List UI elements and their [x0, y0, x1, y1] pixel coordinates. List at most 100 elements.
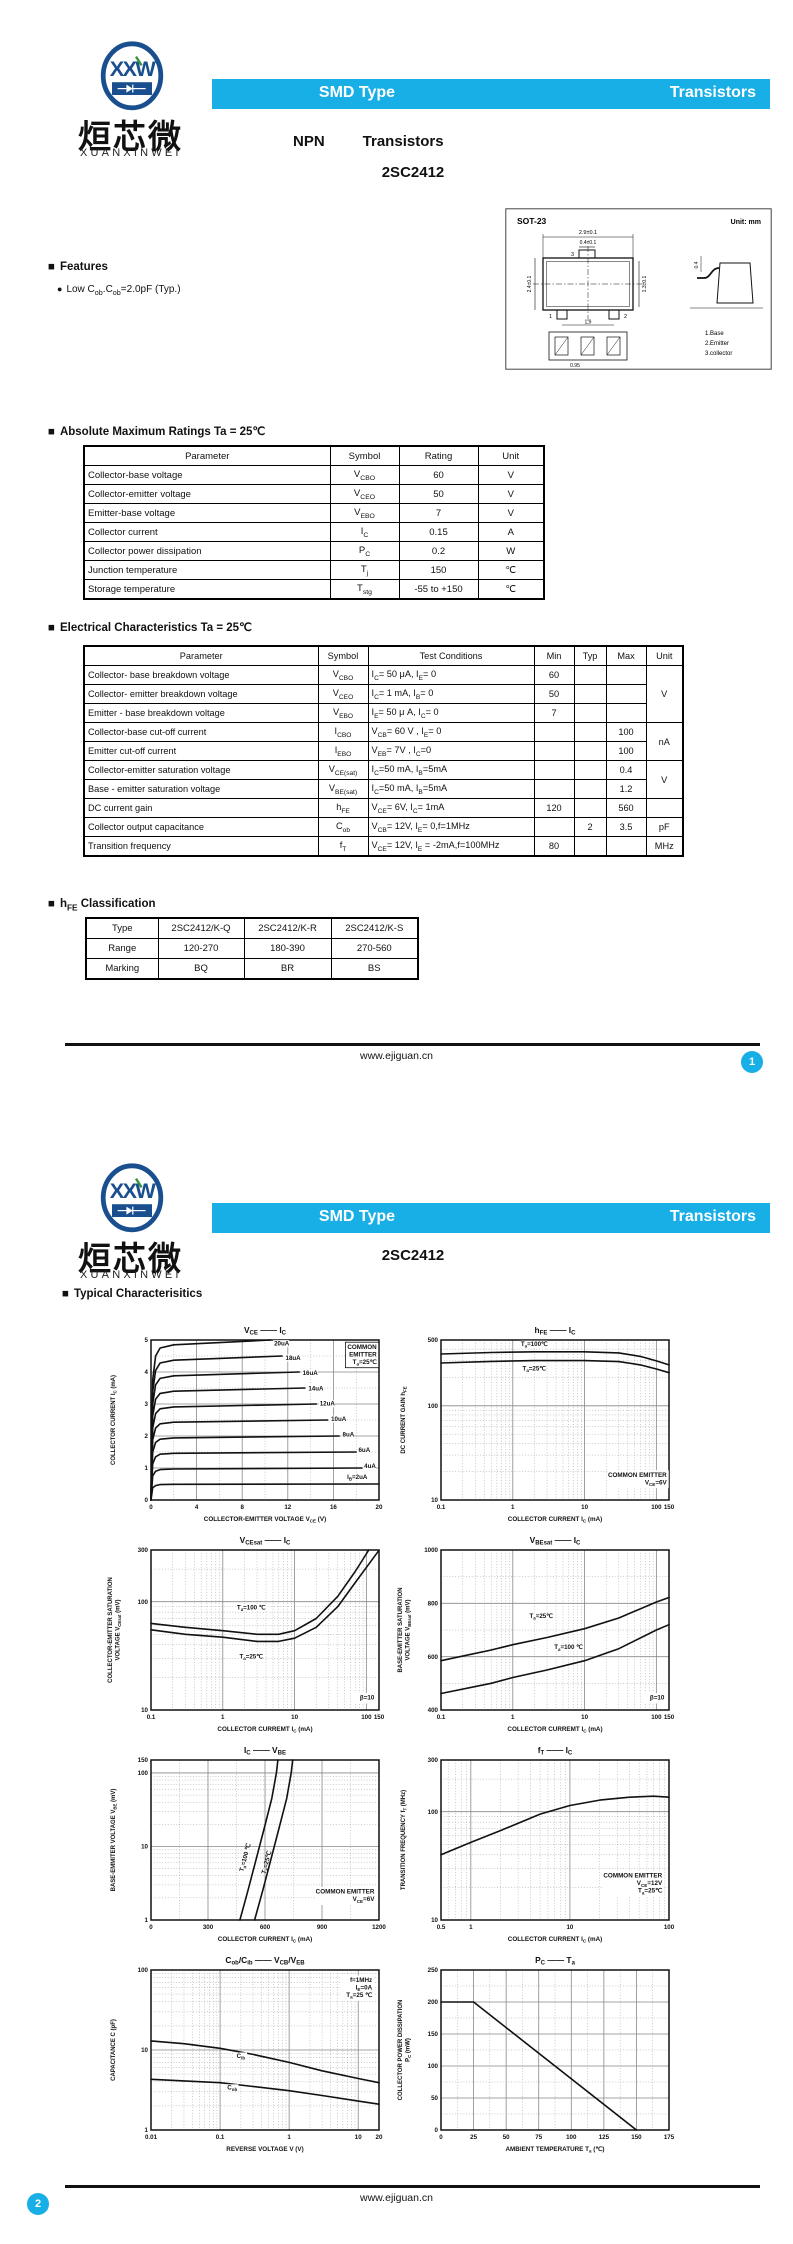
- svg-text:0: 0: [149, 1504, 153, 1511]
- amr-heading: ■ Absolute Maximum Ratings Ta = 25℃: [48, 426, 266, 438]
- chart-curve-ta-25c: [253, 1759, 294, 1921]
- pin-name-base: 1.Base: [705, 331, 724, 337]
- section-marker: ■: [48, 261, 55, 273]
- table-cell: VCEO: [317, 684, 369, 704]
- chart-capacitance: 0.01 0.1 1 10 20 1 10 100 Cob/Cib —— VCB/VEB REVE…: [105, 1952, 395, 2162]
- svg-text:150: 150: [374, 1714, 385, 1721]
- table-cell: 270-560: [330, 938, 419, 959]
- table-cell: 2SC2412/K-S: [330, 917, 419, 939]
- package-name: SOT-23: [517, 216, 547, 226]
- svg-text:β=10: β=10: [360, 1695, 375, 1702]
- svg-text:DC CURRENT GAIN hFE: DC CURRENT GAIN hFE: [401, 1386, 408, 1453]
- svg-text:1: 1: [511, 1714, 515, 1721]
- table-row: Collector current IC 0.15 A: [83, 522, 545, 542]
- svg-text:AMBIENT TEMPERATURE Ta (℃): AMBIENT TEMPERATURE Ta (℃): [505, 2146, 604, 2154]
- table-cell: 50: [398, 484, 479, 504]
- company-logo-icon: XXW: [100, 1163, 164, 1233]
- table-cell: VCBO: [329, 465, 400, 485]
- svg-text:COLLECTOR CURRENT IC (mA): COLLECTOR CURRENT IC (mA): [508, 1936, 602, 1944]
- company-name-en: XUANXINWEI: [80, 1269, 182, 1281]
- table-cell: V: [645, 760, 684, 799]
- svg-text:10: 10: [581, 1714, 588, 1721]
- svg-text:6uA: 6uA: [358, 1447, 370, 1454]
- package-unit: Unit: mm: [731, 219, 761, 226]
- table-cell: Collector current: [83, 522, 331, 542]
- table-row: Range 120-270 180-390 270-560: [85, 938, 419, 959]
- table-cell: [573, 741, 607, 761]
- chart-curve-pc: [440, 2001, 638, 2131]
- svg-text:0: 0: [145, 1497, 149, 1504]
- svg-text:IB=2uA: IB=2uA: [347, 1474, 368, 1482]
- svg-text:100: 100: [138, 1770, 149, 1777]
- table-cell: VCB= 12V, IE= 0,f=1MHz: [367, 817, 535, 837]
- table-row: Collector-base cut-off current ICBO VCB= 6…: [83, 722, 684, 761]
- chart-curve-ta-100c: [239, 1759, 279, 1921]
- table-cell: 60: [533, 665, 575, 685]
- svg-text:f=1MHz: f=1MHz: [350, 1977, 372, 1984]
- svg-text:300: 300: [428, 1757, 439, 1764]
- svg-text:0.1: 0.1: [216, 2134, 225, 2141]
- table-cell: -55 to +150: [398, 579, 479, 600]
- svg-text:Ta=25℃: Ta=25℃: [239, 1653, 263, 1661]
- chart-curve-ta-25c: [440, 1596, 670, 1662]
- logo-block: XXW 烜芯微 XUANXINWEI: [78, 1162, 208, 1292]
- banner-transistors: Transistors: [669, 84, 756, 101]
- table-cell: [573, 684, 607, 704]
- table-cell: Collector-base voltage: [83, 465, 331, 485]
- svg-text:COLLECTOR-EMITTER SATURATION: COLLECTOR-EMITTER SATURATION: [108, 1577, 114, 1683]
- svg-text:4: 4: [145, 1369, 149, 1376]
- svg-text:20: 20: [376, 1504, 383, 1511]
- table-cell: V: [645, 665, 684, 723]
- device-family: Transistors: [362, 133, 444, 150]
- table-cell: [533, 817, 575, 837]
- chart-transition-frequency: 0.5 1 10 100 10 100 300 fT —— IC COLLECTOR CURRE…: [395, 1742, 685, 1952]
- svg-text:PC (mW): PC (mW): [406, 2038, 413, 2062]
- table-cell: IC: [329, 522, 400, 542]
- svg-text:0.1: 0.1: [437, 1504, 446, 1511]
- table-cell: Unit: [645, 645, 684, 666]
- pin-name-collector: 3.collector: [705, 351, 732, 357]
- svg-text:Ta=100℃: Ta=100℃: [521, 1341, 548, 1349]
- footer-rule: [65, 1043, 760, 1046]
- svg-text:Ta=100 ℃: Ta=100 ℃: [554, 1644, 583, 1652]
- svg-text:100: 100: [428, 1809, 439, 1816]
- svg-text:VBEsat —— IC: VBEsat —— IC: [530, 1535, 581, 1547]
- table-cell: Tj: [329, 560, 400, 580]
- footer-url[interactable]: www.ejiguan.cn: [360, 2192, 433, 2204]
- table-cell: [573, 703, 607, 723]
- table-cell: VBE(sat): [317, 779, 369, 799]
- page-1: XXW 烜芯微 XUANXINWEI SMD Type Transistors …: [0, 0, 793, 1120]
- svg-text:Cob/Cib —— VCB/VEB: Cob/Cib —— VCB/VEB: [225, 1955, 305, 1967]
- table-cell: Range: [85, 938, 159, 959]
- page-number-badge: 2: [27, 2193, 49, 2215]
- table-cell: VEB= 7V , IC=0: [367, 741, 535, 761]
- table-cell: Test Conditions: [367, 645, 535, 666]
- chart-curve-ib-6ua: [150, 1451, 357, 1501]
- svg-text:10: 10: [431, 1917, 438, 1924]
- company-name-en: XUANXINWEI: [80, 147, 182, 159]
- table-cell: PC: [329, 541, 400, 561]
- svg-text:BASE-EMITTER SATURATION: BASE-EMITTER SATURATION: [398, 1587, 404, 1672]
- svg-text:10: 10: [141, 1707, 148, 1714]
- company-name-cn: 烜芯微: [78, 118, 183, 155]
- svg-text:150: 150: [631, 2134, 642, 2141]
- typical-characteristics-heading: ■ Typical Characterisitics: [62, 1288, 203, 1300]
- svg-text:Ta=25℃: Ta=25℃: [353, 1359, 377, 1367]
- table-cell: hFE: [317, 798, 369, 818]
- table-cell: 120-270: [157, 938, 245, 959]
- svg-text:1000: 1000: [424, 1547, 438, 1554]
- svg-text:Ta=25 ℃: Ta=25 ℃: [346, 1992, 372, 2000]
- svg-text:COMMON EMITTER: COMMON EMITTER: [316, 1889, 375, 1896]
- chart-power-dissipation: 0 25 50 75 100 125 150 175 0 50 100 150 200 250 PC —— …: [395, 1952, 685, 2162]
- svg-text:PC —— Ta: PC —— Ta: [535, 1955, 575, 1967]
- table-cell: [605, 684, 647, 704]
- table-row: Collector-emitter saturation voltage VCE(…: [83, 760, 684, 799]
- table-cell: 1.2: [605, 779, 647, 799]
- table-cell: 80: [533, 836, 575, 857]
- chart-ic-vbe: 0 300 600 900 1200 1 10 100 150 IC —— VBE COLLECTO…: [105, 1742, 395, 1952]
- table-cell: Marking: [85, 958, 159, 980]
- table-cell: MHz: [645, 836, 684, 857]
- svg-text:COMMON EMITTER: COMMON EMITTER: [603, 1873, 662, 1880]
- table-cell: fT: [317, 836, 369, 857]
- footer-url[interactable]: www.ejiguan.cn: [360, 1050, 433, 1062]
